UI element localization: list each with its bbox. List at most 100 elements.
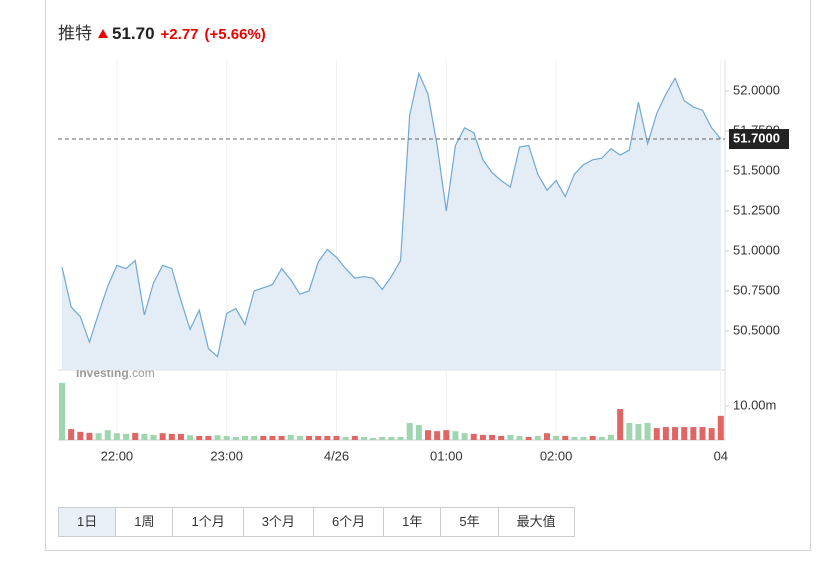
range-button[interactable]: 最大值 — [497, 508, 574, 536]
volume-bar — [434, 431, 441, 440]
volume-bar — [717, 415, 724, 440]
volume-bar — [672, 427, 679, 440]
volume-bar — [205, 435, 212, 440]
volume-bar — [708, 428, 715, 440]
volume-bar — [562, 435, 569, 440]
volume-bar — [315, 435, 322, 440]
volume-bar — [113, 433, 120, 440]
y-tick-label: 52.0000 — [733, 82, 780, 97]
volume-bar — [86, 432, 93, 440]
change: +2.77 — [160, 26, 199, 43]
volume-bar — [425, 430, 431, 440]
volume-bar — [681, 427, 688, 440]
volume-bar — [104, 430, 111, 440]
x-tick-label: 02:00 — [540, 448, 573, 463]
volume-bar — [287, 434, 294, 440]
y-tick-label: 51.0000 — [733, 242, 780, 257]
volume-bar — [589, 435, 596, 440]
range-button[interactable]: 3个月 — [242, 508, 313, 536]
volume-bar — [168, 433, 175, 440]
x-tick-label: 22:00 — [101, 448, 134, 463]
volume-bar — [278, 435, 285, 440]
volume-bar — [187, 435, 194, 440]
volume-bar — [534, 435, 541, 440]
x-tick-label: 04 — [714, 448, 728, 463]
volume-bar — [123, 433, 130, 440]
volume-bar — [68, 429, 75, 440]
range-button[interactable]: 5年 — [440, 508, 497, 536]
volume-bar — [598, 436, 605, 440]
volume-bar — [608, 434, 614, 440]
quote-header: 推特 51.70 +2.77 (+5.66%) — [58, 19, 266, 44]
volume-bar — [260, 435, 267, 440]
volume-bar — [251, 435, 258, 440]
volume-bar — [690, 427, 697, 440]
x-tick-label: 23:00 — [210, 448, 243, 463]
volume-bar — [296, 435, 303, 440]
volume-bar — [370, 437, 377, 440]
volume-bar — [662, 427, 669, 440]
volume-bar — [324, 435, 331, 440]
volume-bar — [479, 434, 486, 440]
volume-bar — [177, 433, 184, 440]
last-price-label: 51.7000 — [733, 130, 780, 145]
volume-bar — [617, 409, 624, 440]
range-button[interactable]: 1年 — [383, 508, 440, 536]
range-button[interactable]: 6个月 — [312, 508, 383, 536]
volume-bar — [653, 428, 660, 440]
range-buttons: 1日 1周 1个月 3个月 6个月 1年 5年 最大值 — [58, 507, 575, 537]
volume-bar — [470, 433, 477, 440]
volume-bar — [498, 435, 505, 440]
volume-bar — [141, 433, 148, 440]
x-tick-label: 4/26 — [324, 448, 349, 463]
range-button[interactable]: 1周 — [115, 508, 172, 536]
widget — [45, 0, 811, 551]
volume-bar — [132, 432, 139, 440]
volume-bar — [553, 435, 560, 440]
volume-bar — [360, 436, 367, 440]
volume-bar — [461, 433, 468, 440]
volume-bar — [571, 436, 578, 440]
volume-bar — [159, 433, 166, 440]
volume-bar — [223, 435, 230, 440]
volume-bar — [59, 382, 65, 440]
volume-bar — [415, 425, 422, 440]
volume-bar — [406, 422, 413, 440]
range-button[interactable]: 1个月 — [172, 508, 242, 536]
x-tick-label: 01:00 — [430, 448, 463, 463]
volume-bar — [150, 434, 157, 440]
volume-bar — [452, 431, 459, 440]
range-button[interactable]: 1日 — [59, 508, 116, 536]
change-percent: (+5.66%) — [204, 26, 266, 43]
y-tick-label: 51.5000 — [733, 162, 780, 177]
volume-bar — [443, 430, 450, 440]
volume-bar — [342, 436, 349, 440]
volume-bar — [699, 427, 706, 440]
volume-bar — [397, 436, 404, 440]
volume-bar — [77, 431, 84, 440]
volume-bar — [507, 434, 514, 440]
area — [62, 73, 721, 371]
y-tick-label: 50.5000 — [733, 322, 780, 337]
volume-bar — [525, 436, 532, 440]
volume-bar — [580, 436, 587, 440]
volume-bar — [388, 436, 395, 440]
y-tick-label: 50.7500 — [733, 282, 780, 297]
volume-bar — [306, 435, 313, 440]
volume-bar — [214, 435, 221, 440]
volume-bar — [626, 422, 633, 440]
volume-bar — [242, 435, 248, 440]
volume-bar — [644, 422, 651, 440]
up-arrow — [98, 29, 108, 38]
y2-tick-label: 10.00m — [733, 397, 776, 412]
volume-bar — [333, 435, 340, 440]
stock-name: 推特 — [58, 24, 92, 43]
volume-bar — [351, 435, 358, 440]
volume-bar — [489, 434, 496, 440]
y-tick-label: 51.2500 — [733, 202, 780, 217]
volume-bar — [232, 436, 239, 440]
chart: 22:00 23:00 4/26 01:00 02:00 04 50.5000 50.7500… — [58, 60, 789, 463]
volume-bar — [95, 433, 102, 440]
price-line — [61, 71, 722, 358]
volume-bar — [269, 435, 276, 440]
